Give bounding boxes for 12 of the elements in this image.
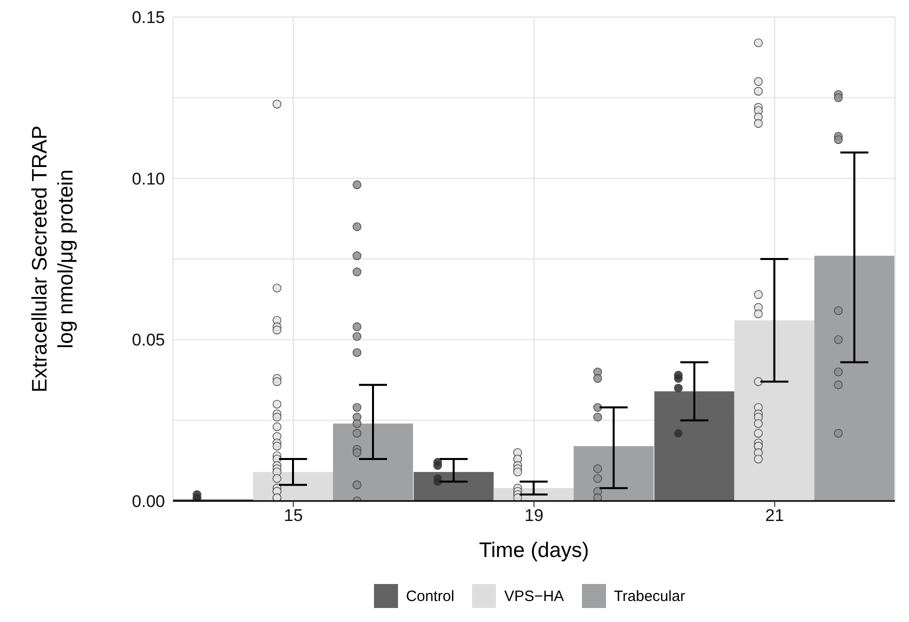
- y-tick-label: 0.15: [132, 8, 165, 28]
- x-tick-label: 21: [765, 506, 784, 526]
- x-axis-title: Time (days): [478, 539, 590, 562]
- legend-label: Trabecular: [614, 588, 686, 604]
- y-axis-title: Extracellular Secreted TRAP log nmol/μg protein: [28, 126, 78, 392]
- legend-label: Control: [406, 588, 454, 604]
- x-tick-label: 19: [524, 506, 544, 526]
- x-tick-label: 15: [284, 506, 303, 526]
- y-tick-label: 0.05: [132, 330, 165, 350]
- legend-label: VPS−HA: [504, 588, 564, 604]
- y-tick-label: 0.00: [132, 492, 165, 512]
- y-tick-label: 0.10: [132, 169, 165, 188]
